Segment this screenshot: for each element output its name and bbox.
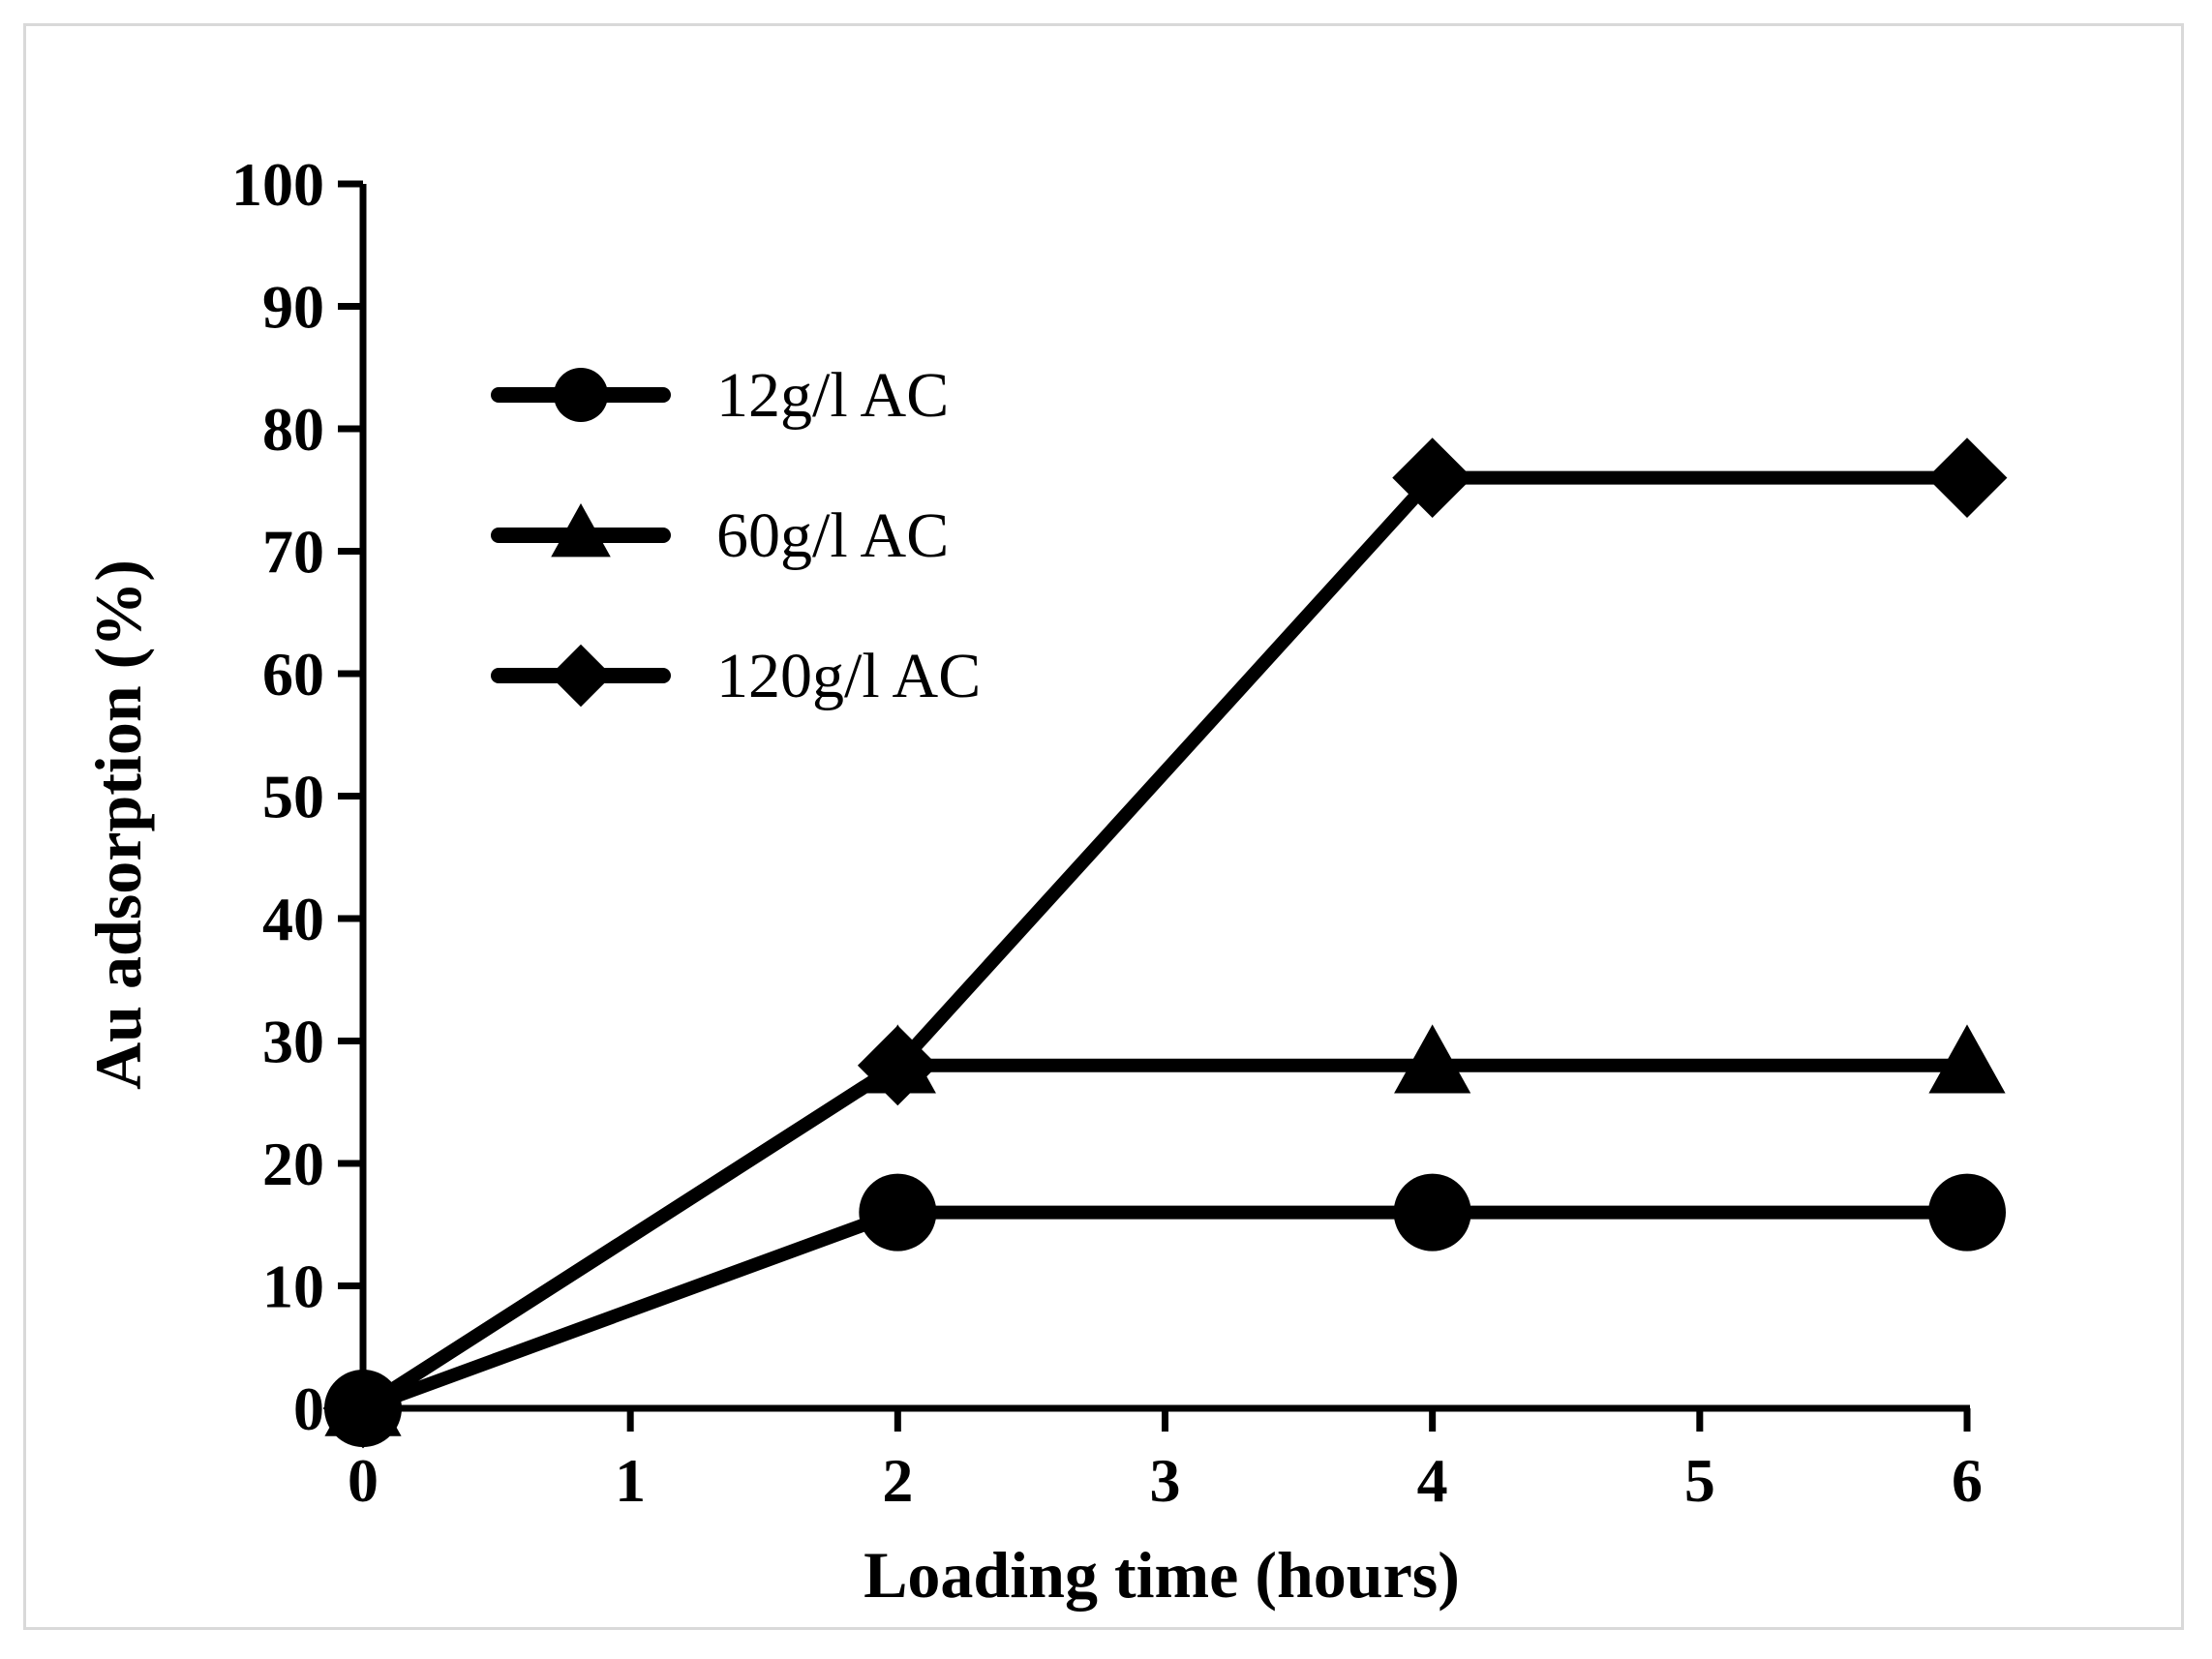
x-tick-label: 0	[348, 1446, 379, 1515]
legend: 12g/l AC 60g/l AC 120g/l AC	[491, 360, 981, 711]
figure-frame	[23, 23, 2184, 1630]
x-tick-label: 5	[1684, 1446, 1715, 1515]
y-tick-label: 90	[262, 273, 324, 342]
legend-item: 120g/l AC	[491, 641, 981, 711]
axes: 0 10 20 30 40 50 60 70 80 90 100 0 1 2 3 4 5 6	[231, 150, 1983, 1515]
data-point-diamond	[1392, 437, 1473, 518]
series-line-1	[360, 1205, 1967, 1415]
x-tick-label: 1	[615, 1446, 646, 1515]
legend-label: 120g/l AC	[716, 641, 981, 711]
y-tick-label: 80	[262, 395, 324, 464]
y-tick-label: 100	[231, 150, 324, 219]
legend-label: 60g/l AC	[716, 500, 949, 571]
data-point-diamond	[857, 1025, 938, 1106]
series-line-3	[359, 470, 1967, 1414]
legend-item: 60g/l AC	[491, 500, 949, 571]
data-point-diamond	[322, 1368, 404, 1449]
y-tick-label: 70	[262, 518, 324, 587]
x-axis-title: Loading time (hours)	[864, 1538, 1460, 1612]
data-point-triangle	[1928, 1024, 2006, 1094]
series-lines	[359, 470, 1967, 1415]
series-markers	[322, 437, 2008, 1449]
y-tick-label: 30	[262, 1008, 324, 1076]
data-point-circle	[859, 1173, 937, 1252]
x-tick-label: 2	[882, 1446, 913, 1515]
y-tick-label: 60	[262, 640, 324, 709]
x-tick-label: 4	[1417, 1446, 1448, 1515]
data-point-circle	[1393, 1173, 1471, 1252]
data-point-triangle	[1394, 1024, 1471, 1094]
y-tick-label: 10	[262, 1252, 324, 1321]
x-tick-label: 6	[1952, 1446, 1983, 1515]
y-tick-label: 0	[293, 1374, 324, 1443]
legend-marker-diamond	[549, 644, 613, 708]
y-tick-label: 20	[262, 1130, 324, 1198]
legend-marker-circle	[554, 368, 608, 422]
y-axis-title: Au adsorption (%)	[81, 559, 155, 1090]
y-tick-label: 50	[262, 763, 324, 831]
y-tick-label: 40	[262, 885, 324, 953]
series-line-2	[359, 1058, 1967, 1414]
legend-label: 12g/l AC	[716, 360, 949, 431]
data-point-circle	[1928, 1173, 2006, 1252]
data-point-diamond	[1926, 437, 2008, 518]
legend-marker-triangle	[551, 503, 611, 558]
x-tick-label: 3	[1150, 1446, 1181, 1515]
legend-item: 12g/l AC	[491, 360, 949, 431]
